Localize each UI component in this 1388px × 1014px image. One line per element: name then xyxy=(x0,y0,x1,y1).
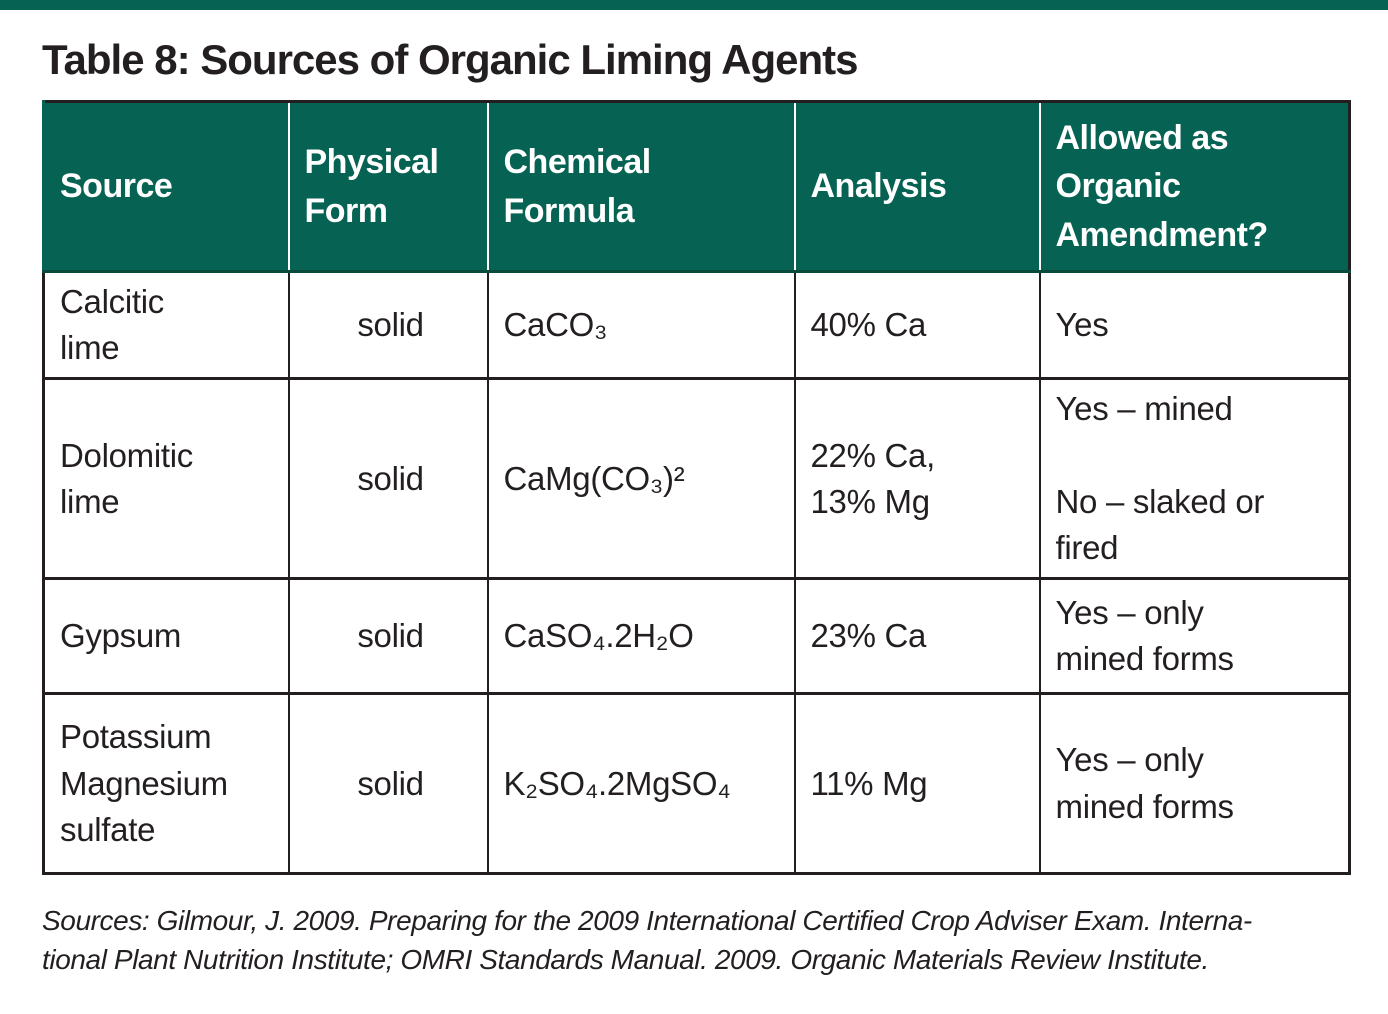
header-row: Source Physical Form Chemical Formula An… xyxy=(42,101,1350,273)
column-header-allowed: Allowed as Organic Amendment? xyxy=(1038,101,1350,273)
cell-source: Potassium Magnesium sulfate xyxy=(42,692,290,876)
cell-chemical-formula: CaSO₄.2H₂O xyxy=(486,577,796,696)
column-header-analysis: Analysis xyxy=(793,101,1040,273)
liming-agents-table: Source Physical Form Chemical Formula An… xyxy=(42,100,1351,876)
cell-physical-form: solid xyxy=(287,577,489,696)
cell-allowed: Yes xyxy=(1038,269,1351,381)
cell-chemical-formula: CaMg(CO₃)² xyxy=(486,377,796,581)
cell-allowed: Yes – mined No – slaked or fired xyxy=(1038,377,1351,581)
cell-chemical-formula: K₂SO₄.2MgSO₄ xyxy=(486,692,796,876)
table-row-dolomitic-lime: Dolomitic lime solid CaMg(CO₃)² 22% Ca, … xyxy=(42,377,1351,581)
cell-allowed: Yes – only mined forms xyxy=(1038,577,1351,696)
table-body: Calcitic lime solid CaCO₃ 40% Ca Yes Dol… xyxy=(42,269,1351,876)
cell-source: Gypsum xyxy=(42,577,290,696)
column-header-source: Source xyxy=(42,101,289,273)
cell-allowed: Yes – only mined forms xyxy=(1038,692,1351,876)
cell-physical-form: solid xyxy=(287,377,489,581)
cell-analysis: 23% Ca xyxy=(793,577,1041,696)
cell-physical-form: solid xyxy=(287,269,489,381)
table-row-calcitic-lime: Calcitic lime solid CaCO₃ 40% Ca Yes xyxy=(42,269,1351,381)
cell-analysis: 11% Mg xyxy=(793,692,1041,876)
column-header-chemical-formula: Chemical Formula xyxy=(486,101,795,273)
cell-physical-form: solid xyxy=(287,692,489,876)
cell-analysis: 22% Ca, 13% Mg xyxy=(793,377,1041,581)
top-accent-bar xyxy=(0,0,1388,10)
table-header: Source Physical Form Chemical Formula An… xyxy=(42,101,1350,273)
sources-note: Sources: Gilmour, J. 2009. Preparing for… xyxy=(42,905,1252,976)
cell-source: Dolomitic lime xyxy=(42,377,290,581)
table-row-gypsum: Gypsum solid CaSO₄.2H₂O 23% Ca Yes – onl… xyxy=(42,577,1351,696)
cell-analysis: 40% Ca xyxy=(793,269,1041,381)
cell-chemical-formula: CaCO₃ xyxy=(486,269,796,381)
cell-source: Calcitic lime xyxy=(42,269,290,381)
page-title: Table 8: Sources of Organic Liming Agent… xyxy=(42,36,858,83)
column-header-physical-form: Physical Form xyxy=(287,101,488,273)
content-area: Table 8: Sources of Organic Liming Agent… xyxy=(42,36,1351,980)
table-row-potassium-magnesium-sulfate: Potassium Magnesium sulfate solid K₂SO₄.… xyxy=(42,692,1351,876)
